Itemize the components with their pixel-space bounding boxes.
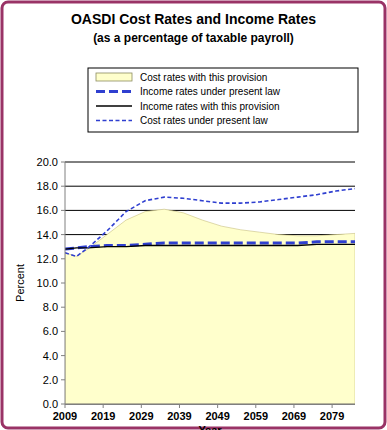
line <box>65 189 355 257</box>
y-tick-label: 6.0 <box>43 325 58 337</box>
y-tick <box>61 379 65 380</box>
y-tick <box>61 258 65 259</box>
grid-line <box>65 162 355 163</box>
legend-swatch <box>96 90 132 93</box>
y-tick-label: 14.0 <box>37 229 58 241</box>
subtitle: (as a percentage of taxable payroll) <box>93 31 294 45</box>
x-tick-label: 2019 <box>91 410 115 422</box>
x-tick-label: 2049 <box>205 410 229 422</box>
x-tick-label: 2079 <box>320 410 344 422</box>
x-axis <box>65 404 355 405</box>
x-tick-label: 2009 <box>53 410 77 422</box>
title: OASDI Cost Rates and Income Rates <box>71 11 316 27</box>
y-tick <box>61 162 65 163</box>
y-tick <box>61 307 65 308</box>
y-tick <box>61 234 65 235</box>
legend-label: Income rates under present law <box>140 86 281 97</box>
y-tick <box>61 283 65 284</box>
data <box>65 189 355 404</box>
legend-box <box>88 68 358 132</box>
y-tick <box>61 404 65 405</box>
y-tick <box>61 355 65 356</box>
y-axis <box>65 162 66 404</box>
area <box>65 209 355 404</box>
grid-line <box>65 404 355 405</box>
x-tick-label: 2029 <box>129 410 153 422</box>
line <box>65 244 355 249</box>
y-tick-label: 0.0 <box>43 398 58 410</box>
legend-label: Cost rates with this provision <box>140 72 267 83</box>
x-tick-label: 2059 <box>244 410 268 422</box>
line <box>65 242 355 249</box>
legend-swatch <box>96 120 132 122</box>
x-tick <box>179 404 180 408</box>
y-tick-label: 4.0 <box>43 350 58 362</box>
y-tick-label: 18.0 <box>37 180 58 192</box>
y-tick-label: 20.0 <box>37 156 58 168</box>
x-tick <box>293 404 294 408</box>
x-tick <box>65 404 66 408</box>
x-axis-label: Year <box>198 424 222 430</box>
y-tick-label: 2.0 <box>43 374 58 386</box>
x-tick-label: 2039 <box>167 410 191 422</box>
x-tick <box>255 404 256 408</box>
grid <box>65 162 355 404</box>
chart: OASDI Cost Rates and Income Rates (as a p… <box>0 0 387 430</box>
frame <box>2 2 385 428</box>
y-tick <box>61 186 65 187</box>
y-tick-label: 12.0 <box>37 253 58 265</box>
y-axis-label: Percent <box>14 264 26 302</box>
x-tick <box>332 404 333 408</box>
x-tick <box>217 404 218 408</box>
y-tick <box>61 210 65 211</box>
x-tick <box>103 404 104 408</box>
legend-swatch <box>96 105 132 106</box>
y-tick <box>61 331 65 332</box>
legend-label: Cost rates under present law <box>140 115 269 126</box>
y-tick-label: 10.0 <box>37 277 58 289</box>
legend-swatch <box>96 73 132 81</box>
x-tick <box>141 404 142 408</box>
y-tick-label: 16.0 <box>37 204 58 216</box>
legend: Cost rates with this provision Income rat… <box>88 68 358 132</box>
grid-line <box>65 186 355 187</box>
grid-line <box>65 210 355 211</box>
legend-label: Income rates with this provision <box>140 101 280 112</box>
y-tick-label: 8.0 <box>43 301 58 313</box>
x-tick-label: 2069 <box>282 410 306 422</box>
